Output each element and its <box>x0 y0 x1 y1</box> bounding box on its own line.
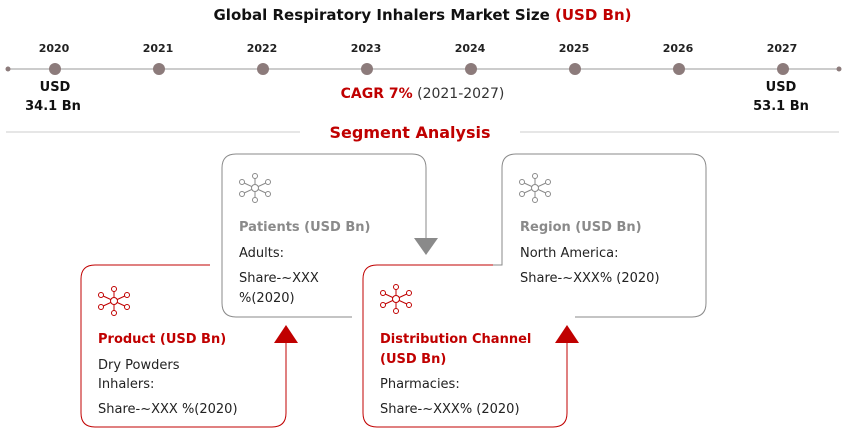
year-label: 2023 <box>350 42 382 55</box>
segment-analysis-title: Segment Analysis <box>300 123 520 142</box>
title-main: Global Respiratory Inhalers Market Size <box>213 6 550 24</box>
timeline-dot <box>49 63 61 75</box>
product-card-border <box>80 264 287 428</box>
patients-title: Patients (USD Bn) <box>239 220 371 235</box>
network-hub-icon <box>98 286 130 316</box>
region-title: Region (USD Bn) <box>520 220 642 235</box>
start-value: 34.1 Bn <box>25 99 81 114</box>
network-hub-icon <box>239 173 271 203</box>
year-label: 2021 <box>142 42 174 55</box>
end-value: 53.1 Bn <box>753 99 809 114</box>
distribution-title-line2: (USD Bn) <box>380 352 447 367</box>
product-card: Product (USD Bn) Dry Powders Inhalers: S… <box>81 265 286 427</box>
timeline-end-dot <box>836 66 842 72</box>
page-title: Global Respiratory Inhalers Market Size … <box>0 6 845 24</box>
year-label: 2022 <box>246 42 278 55</box>
network-hub-icon <box>380 284 412 314</box>
region-line2: Share-~XXX% (2020) <box>520 271 660 286</box>
patients-card-border <box>221 153 427 318</box>
arrow-up-icon <box>555 325 579 343</box>
region-line1: North America: <box>520 246 619 261</box>
timeline-dot <box>465 63 477 75</box>
timeline-end-dot <box>5 66 11 72</box>
title-unit: (USD Bn) <box>555 6 632 24</box>
cagr-label: CAGR 7% (2021-2027) <box>0 86 845 102</box>
region-card: Region (USD Bn) North America: Share-~XX… <box>502 154 706 317</box>
product-title: Product (USD Bn) <box>98 332 227 347</box>
patients-line1: Adults: <box>239 246 285 261</box>
timeline-dot <box>257 63 269 75</box>
patients-line3: %(2020) <box>239 291 295 306</box>
timeline-dot <box>361 63 373 75</box>
year-label: 2025 <box>558 42 590 55</box>
year-label: 2026 <box>662 42 694 55</box>
timeline-dot <box>673 63 685 75</box>
cagr-period: (2021-2027) <box>417 86 505 102</box>
arrow-down-icon <box>414 238 438 255</box>
year-label: 2020 <box>38 42 70 55</box>
network-hub-icon <box>519 173 551 203</box>
distribution-card-border <box>362 264 568 428</box>
arrow-up-icon <box>274 325 298 343</box>
year-label: 2024 <box>454 42 486 55</box>
product-line2: Inhalers: <box>98 377 155 392</box>
patients-card: Patients (USD Bn) Adults: Share-~XXX %(2… <box>222 154 426 317</box>
distribution-card: Distribution Channel (USD Bn) Pharmacies… <box>363 265 567 427</box>
patients-line2: Share-~XXX <box>239 271 319 286</box>
product-line3: Share-~XXX %(2020) <box>98 402 238 417</box>
distribution-title-line1: Distribution Channel <box>380 332 532 347</box>
distribution-line2: Share-~XXX% (2020) <box>380 402 520 417</box>
timeline-dot <box>153 63 165 75</box>
cagr-value: CAGR 7% <box>340 86 413 102</box>
start-value-unit: USD <box>39 80 71 95</box>
timeline-dot <box>569 63 581 75</box>
year-label: 2027 <box>766 42 798 55</box>
region-card-border <box>493 153 707 318</box>
timeline-dot <box>777 63 789 75</box>
end-value-unit: USD <box>765 80 797 95</box>
product-line1: Dry Powders <box>98 358 180 373</box>
distribution-line1: Pharmacies: <box>380 377 460 392</box>
